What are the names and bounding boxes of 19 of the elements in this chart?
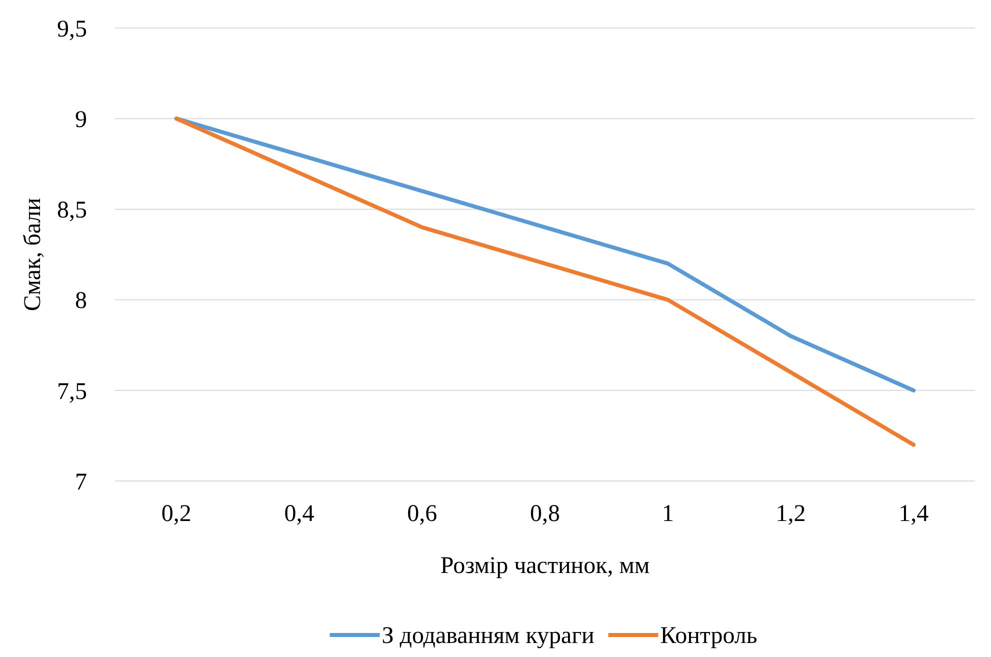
y-axis-title: Смак, бали bbox=[20, 198, 46, 312]
x-tick-label: 1,2 bbox=[776, 501, 806, 527]
x-tick-label: 0,8 bbox=[530, 501, 560, 527]
y-tick-label: 8,5 bbox=[57, 198, 87, 224]
x-tick-label: 0,4 bbox=[284, 501, 314, 527]
y-tick-label: 8 bbox=[75, 288, 87, 314]
x-tick-label: 1,4 bbox=[898, 501, 929, 527]
y-tick-label: 9,5 bbox=[57, 16, 87, 42]
x-tick-label: 0,2 bbox=[161, 501, 192, 527]
x-tick-label: 1 bbox=[662, 501, 674, 527]
line-series bbox=[174, 116, 916, 447]
line-series bbox=[174, 116, 916, 392]
legend-label: Контроль bbox=[660, 623, 758, 649]
legend-label: З додаванням кураги bbox=[382, 623, 595, 649]
x-tick-label: 0,6 bbox=[407, 501, 438, 527]
x-axis-title: Розмір частинок, мм bbox=[440, 553, 650, 579]
y-tick-label: 7 bbox=[75, 469, 87, 496]
y-tick-label: 9 bbox=[75, 107, 87, 133]
y-tick-label: 7,5 bbox=[57, 378, 87, 405]
